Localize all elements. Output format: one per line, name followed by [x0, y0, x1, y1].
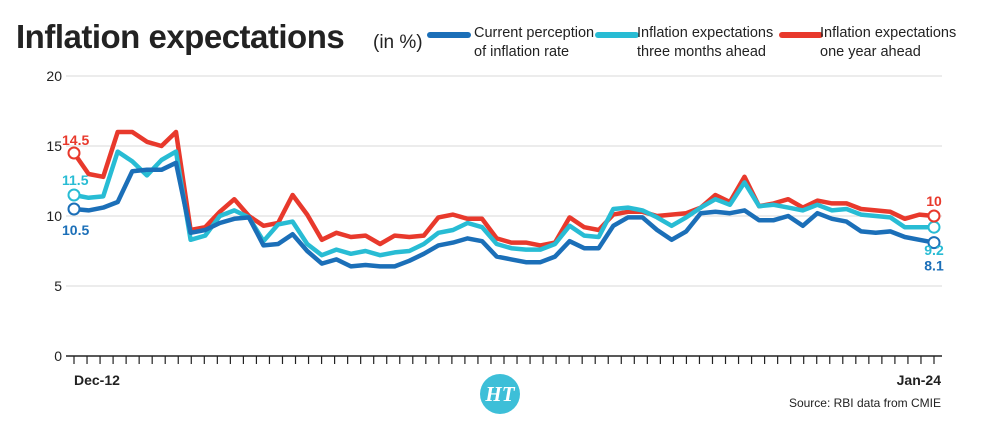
axes: 0 5 10 15 20	[46, 68, 942, 364]
y-tick-label: 20	[46, 68, 62, 84]
chart-title: Inflation expectations	[16, 18, 344, 55]
start-marker	[67, 188, 81, 202]
series-line-one-year	[71, 129, 937, 248]
y-tick-label: 5	[54, 278, 62, 294]
x-tick-label-end: Jan-24	[897, 372, 942, 388]
y-tick-label: 10	[46, 208, 62, 224]
chart-title-unit: (in %)	[373, 32, 423, 53]
ht-logo: HT	[480, 374, 520, 414]
y-tick-label: 0	[54, 348, 62, 364]
y-tick-label: 15	[46, 138, 62, 154]
end-marker	[927, 236, 941, 250]
legend-label-current: Current perception of inflation rate	[474, 25, 594, 60]
legend-label-one-year: Inflation expectations one year ahead	[820, 25, 956, 60]
x-tick-label-start: Dec-12	[74, 372, 120, 388]
series-lines	[71, 129, 937, 269]
data-label-start: 10.5	[62, 222, 89, 238]
series-line-current	[71, 160, 937, 269]
data-label-start: 11.5	[62, 172, 89, 188]
data-label-start: 14.5	[62, 132, 89, 148]
legend-label-three-months: Inflation expectations three months ahead	[637, 25, 773, 60]
end-marker	[927, 209, 941, 223]
svg-text:HT: HT	[484, 382, 515, 406]
data-label-end: 9.2	[924, 242, 944, 258]
data-label-end: 10	[926, 193, 942, 209]
source-note: Source: RBI data from CMIE	[789, 396, 941, 410]
start-marker	[67, 202, 81, 216]
data-labels: 10.5 8.1 11.5 9.2 14.5 10	[62, 132, 944, 274]
end-marker	[927, 220, 941, 234]
start-marker	[67, 146, 81, 160]
series-line-three-months	[71, 149, 937, 258]
gridlines	[66, 75, 942, 287]
data-label-end: 8.1	[924, 258, 944, 274]
legend: Current perception of inflation rate Infl…	[427, 25, 956, 60]
